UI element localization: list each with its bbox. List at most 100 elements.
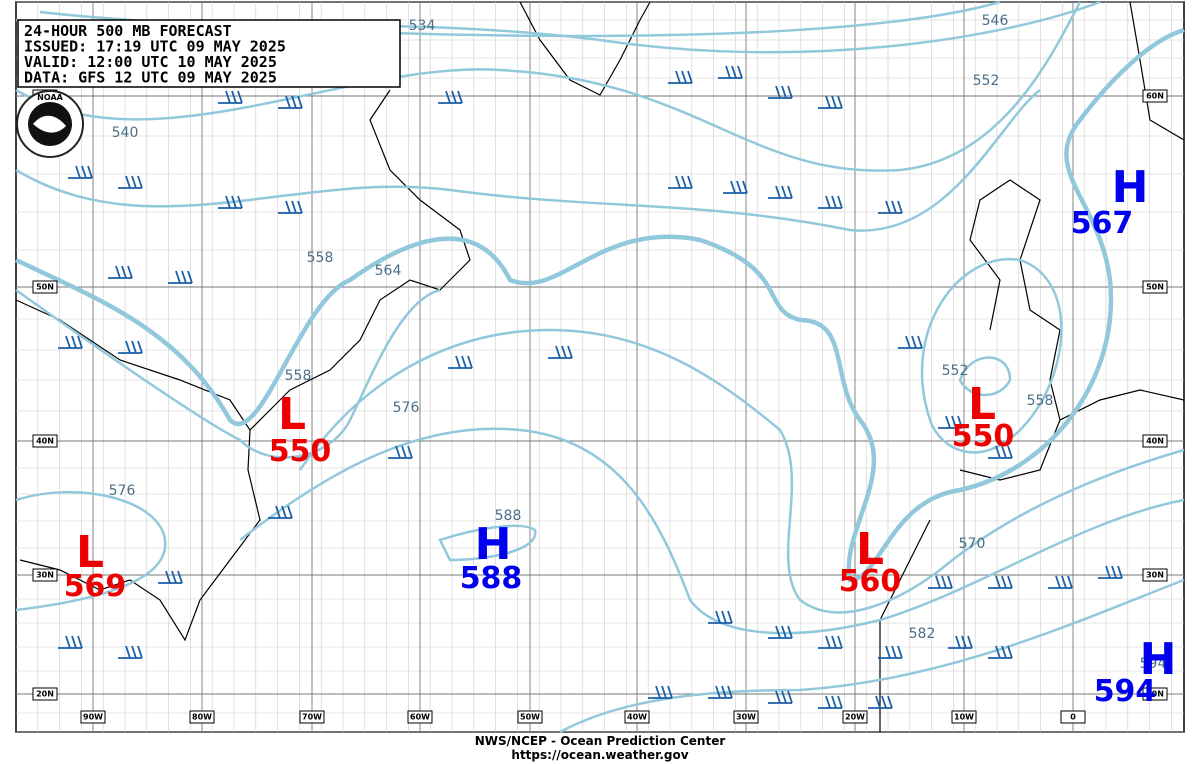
wind-barb bbox=[723, 180, 748, 194]
header-line: 24-HOUR 500 MB FORECAST bbox=[24, 22, 232, 40]
contour bbox=[438, 524, 537, 562]
wind-barb bbox=[548, 345, 573, 359]
wind-barb bbox=[118, 340, 143, 354]
lat-label-box bbox=[1142, 434, 1168, 448]
wind-barb bbox=[388, 445, 413, 459]
contour bbox=[298, 328, 1185, 614]
wind-barb bbox=[818, 635, 843, 649]
center-symbol: L bbox=[968, 379, 996, 430]
wind-barb bbox=[668, 70, 693, 84]
header-box bbox=[17, 19, 401, 88]
lat-label: 20N bbox=[1146, 690, 1164, 699]
lat-label: 50N bbox=[36, 283, 54, 292]
contour bbox=[958, 356, 1012, 397]
wind-barb bbox=[218, 90, 243, 104]
contour-label: 552 bbox=[942, 363, 969, 379]
contour-label: 558 bbox=[307, 250, 334, 266]
lat-label: 50N bbox=[1146, 283, 1164, 292]
contour bbox=[920, 257, 1063, 454]
center-symbol: L bbox=[76, 527, 104, 578]
wind-barb bbox=[58, 335, 83, 349]
lon-label-box bbox=[407, 710, 433, 724]
lon-label-box bbox=[80, 710, 106, 724]
center-symbol: L bbox=[856, 524, 884, 575]
lat-label-box bbox=[32, 280, 58, 294]
lon-label-box bbox=[733, 710, 759, 724]
contour bbox=[15, 27, 1185, 583]
wind-barb bbox=[668, 175, 693, 189]
coastline bbox=[249, 89, 471, 431]
wind-barb bbox=[438, 90, 463, 104]
contour-label: 558 bbox=[285, 368, 312, 384]
lon-label-box bbox=[1060, 710, 1086, 724]
contour-label: 546 bbox=[982, 13, 1009, 29]
lat-label: 30N bbox=[1146, 571, 1164, 580]
center-value: 550 bbox=[269, 434, 332, 469]
wind-barb bbox=[948, 635, 973, 649]
header-line: ISSUED: 17:19 UTC 09 MAY 2025 bbox=[24, 38, 286, 56]
lon-label-box bbox=[517, 710, 543, 724]
center-symbol: H bbox=[1112, 162, 1149, 213]
wind-barb bbox=[938, 415, 963, 429]
lon-label: 40W bbox=[627, 713, 647, 722]
footer-line: NWS/NCEP - Ocean Prediction Center bbox=[475, 734, 726, 748]
wind-barbs bbox=[58, 65, 1123, 709]
wind-barb bbox=[278, 200, 303, 214]
center-value: 550 bbox=[952, 419, 1015, 454]
center-value: 588 bbox=[460, 561, 523, 596]
lat-label-box bbox=[1142, 687, 1168, 701]
wind-barb bbox=[1098, 565, 1123, 579]
contour-label: 576 bbox=[393, 400, 420, 416]
lat-label-box bbox=[32, 568, 58, 582]
wind-barb bbox=[988, 445, 1013, 459]
wind-barb bbox=[168, 270, 193, 284]
wind-barb bbox=[878, 645, 903, 659]
lon-label-box bbox=[189, 710, 215, 724]
lat-label: 20N bbox=[36, 690, 54, 699]
wind-barb bbox=[988, 645, 1013, 659]
contour-label: 576 bbox=[109, 483, 136, 499]
center-symbol: H bbox=[1140, 634, 1177, 685]
wind-barb bbox=[118, 645, 143, 659]
lon-label-box bbox=[842, 710, 868, 724]
wind-barb bbox=[768, 625, 793, 639]
contour-label: 588 bbox=[495, 508, 522, 524]
lat-label-box bbox=[32, 687, 58, 701]
lat-label-box bbox=[1142, 280, 1168, 294]
wind-barb bbox=[718, 65, 743, 79]
wind-barb bbox=[768, 185, 793, 199]
center-value: 569 bbox=[64, 569, 127, 604]
wind-barb bbox=[108, 265, 133, 279]
center-value: 560 bbox=[839, 564, 902, 599]
wind-barb bbox=[708, 610, 733, 624]
lon-label-box bbox=[299, 710, 325, 724]
lat-label: 30N bbox=[36, 571, 54, 580]
contour-label: 540 bbox=[112, 125, 139, 141]
wind-barb bbox=[768, 690, 793, 704]
lon-label: 60W bbox=[410, 713, 430, 722]
contour bbox=[239, 427, 1185, 635]
coastline bbox=[15, 299, 261, 642]
wind-barb bbox=[268, 505, 293, 519]
lon-label: 70W bbox=[302, 713, 322, 722]
footer-line: https://ocean.weather.gov bbox=[511, 748, 688, 762]
lon-label: 80W bbox=[192, 713, 212, 722]
lon-label: 90W bbox=[83, 713, 103, 722]
lon-label-box bbox=[624, 710, 650, 724]
header-line: VALID: 12:00 UTC 10 MAY 2025 bbox=[24, 53, 277, 71]
contour-label: 582 bbox=[909, 626, 936, 642]
wind-barb bbox=[818, 195, 843, 209]
contour-label: 570 bbox=[959, 536, 986, 552]
lon-label: 50W bbox=[520, 713, 540, 722]
wind-barb bbox=[988, 575, 1013, 589]
wind-barb bbox=[218, 195, 243, 209]
wind-barb bbox=[878, 200, 903, 214]
logo: NOAA bbox=[16, 90, 84, 158]
lon-label: 0 bbox=[1070, 713, 1076, 722]
contour-label: 594 bbox=[1140, 656, 1167, 672]
contour bbox=[15, 288, 441, 459]
wind-barb bbox=[708, 685, 733, 699]
center-symbol: L bbox=[278, 389, 306, 440]
